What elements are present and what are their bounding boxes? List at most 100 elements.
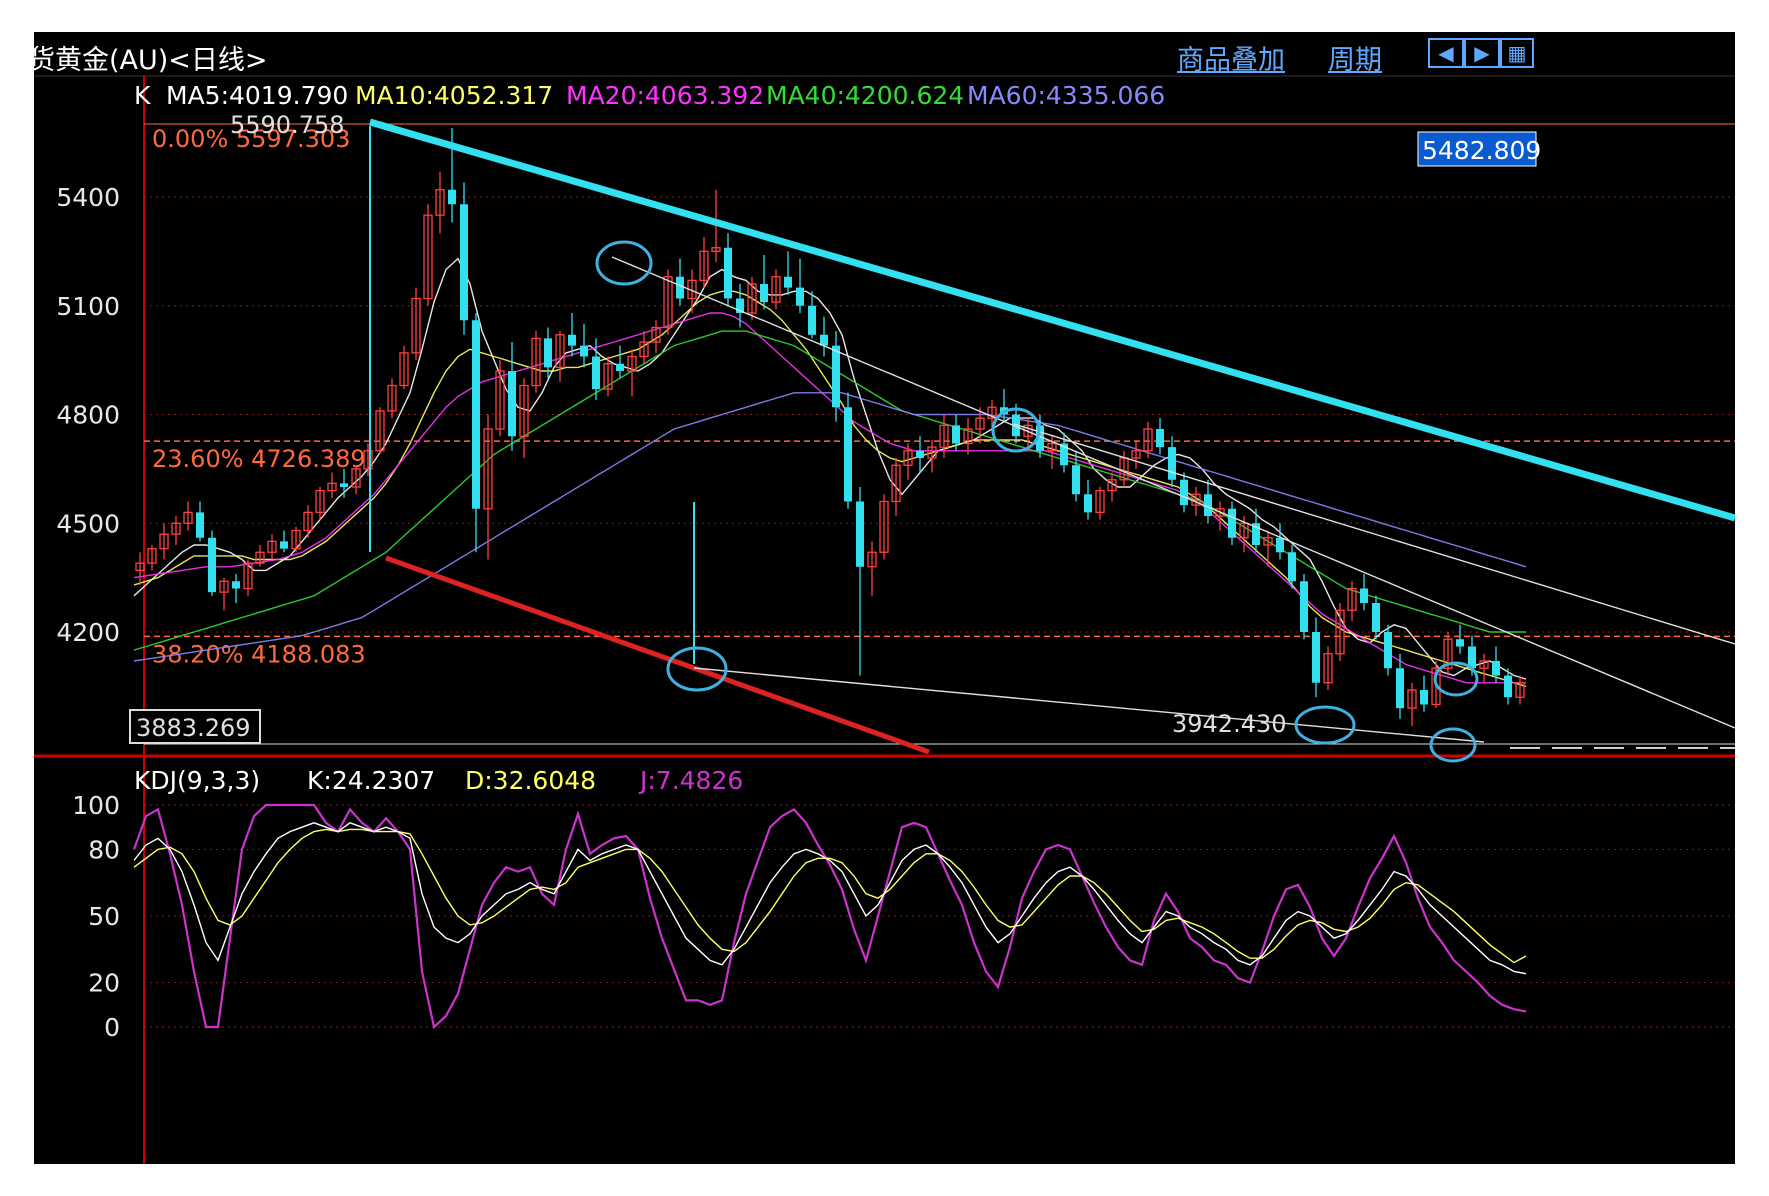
candle-body [208, 537, 216, 593]
arrow-right-icon[interactable]: ▶ [1464, 38, 1500, 68]
ma-legend-3: MA20:4063.392 [566, 81, 764, 110]
candle-body [1072, 465, 1080, 495]
kdj-legend-2: K:24.2307 [307, 766, 435, 795]
candle-body [1036, 425, 1044, 451]
highlight-circle [1294, 705, 1356, 745]
candle-body [711, 247, 721, 253]
candle-body [1168, 447, 1176, 480]
candle-body [1431, 667, 1441, 706]
price-tick-label: 5100 [56, 292, 120, 321]
kdj-line-k [133, 822, 1527, 975]
candle-body [603, 363, 613, 390]
ma-legend-1: MA5:4019.790 [166, 81, 348, 110]
current-price-label: 5482.809 [1422, 136, 1541, 165]
kdj-legend-4: J:7.4826 [638, 766, 743, 795]
candle-body [1468, 646, 1476, 669]
candle-body [1360, 588, 1368, 603]
candle-body [975, 417, 985, 430]
candle-body [1215, 508, 1225, 517]
candle-body [472, 320, 480, 509]
candle-body [724, 247, 732, 299]
candle-body [927, 446, 937, 459]
candle-body [243, 562, 253, 590]
labels: 5400 5100 4800 4500 4200 100 80 50 20 0 K MA5:4019.… [56, 81, 1541, 1042]
arrow-left-icon[interactable]: ◀ [1428, 38, 1464, 68]
candle-body [1095, 489, 1105, 514]
kdj-tick-label: 80 [88, 835, 120, 864]
candle-body [1252, 523, 1260, 545]
candle-body [1143, 428, 1153, 452]
candle-body [232, 581, 240, 589]
candle-body [280, 541, 288, 549]
upper-trendline [369, 118, 1735, 522]
candle-body [1156, 429, 1164, 448]
chart-svg: 0.00% 5597.303 23.60% 4726.389 38.20% 4188… [34, 75, 1735, 1164]
menu-overlay[interactable]: 商品叠加 [1177, 45, 1285, 76]
candle-body [963, 428, 973, 445]
candle-body [1396, 668, 1404, 709]
candle-body [435, 189, 445, 216]
candle-body [1312, 632, 1320, 683]
candle-body [483, 428, 493, 510]
candle-body [1131, 450, 1141, 459]
candle-body [1239, 522, 1249, 539]
candle-body [448, 189, 456, 205]
candle-body [1288, 552, 1296, 582]
ma-legend-4: MA40:4200.624 [766, 81, 964, 110]
candle-body [699, 250, 709, 282]
kdj-line-j [132, 803, 1527, 1030]
candle-body [1479, 660, 1489, 669]
candle-body [159, 533, 169, 550]
candle-body [747, 283, 757, 314]
candle-body [1515, 682, 1525, 698]
candle-body [952, 425, 960, 444]
ma-line-ma10 [133, 290, 1527, 688]
chart-frame: 货黄金(AU)<日线> 商品叠加 周期 ◀ ▶ ▦ 0.00% 5597.303… [34, 32, 1735, 1164]
candle-body [1504, 675, 1512, 698]
ma-line-ma20 [133, 312, 1526, 684]
candle-body [219, 580, 229, 593]
candle-body [291, 529, 301, 550]
kdj-tick-label: 20 [88, 969, 120, 998]
candle-body [891, 464, 901, 503]
candle-body [1047, 442, 1057, 452]
candle-body [363, 450, 373, 470]
candle-body [987, 406, 997, 419]
candle-body [796, 287, 804, 306]
candle-body [196, 512, 204, 538]
menu-period[interactable]: 周期 [1328, 45, 1382, 76]
moving-averages [133, 257, 1527, 688]
candle-body [1443, 638, 1453, 669]
candle-body [1456, 639, 1464, 647]
candle-body [616, 363, 624, 371]
candle-body [387, 384, 397, 412]
candle-body [627, 355, 637, 372]
candle-body [1107, 479, 1117, 492]
fib-label: 0.00% 5597.303 [152, 125, 350, 153]
candle-body [255, 551, 265, 564]
candle-body [1347, 587, 1357, 611]
candle-body [651, 326, 661, 343]
candle-body [171, 522, 181, 535]
candle-body [1023, 424, 1033, 437]
low-price-label: 3883.269 [136, 714, 251, 742]
current-price-box [1417, 131, 1537, 167]
candle-body [1372, 603, 1380, 632]
candle-body [135, 562, 145, 572]
highlight-circle [1429, 727, 1477, 763]
fibonacci-levels: 0.00% 5597.303 23.60% 4726.389 38.20% 4188… [144, 125, 1735, 668]
candle-body [495, 370, 505, 430]
candle-body [1323, 653, 1333, 684]
candle-body [1300, 581, 1308, 632]
layout-icon[interactable]: ▦ [1500, 38, 1534, 68]
candle-body [147, 547, 157, 564]
ma-legend-2: MA10:4052.317 [355, 81, 553, 110]
candle-body [939, 424, 949, 448]
candle-body [183, 511, 193, 524]
highlight-circle [666, 646, 728, 692]
thin-trendline-2 [1013, 423, 1735, 645]
candle-body [1084, 494, 1092, 513]
candle-body [760, 284, 768, 303]
highlight-circle [595, 240, 653, 286]
candle-body [1384, 632, 1392, 669]
